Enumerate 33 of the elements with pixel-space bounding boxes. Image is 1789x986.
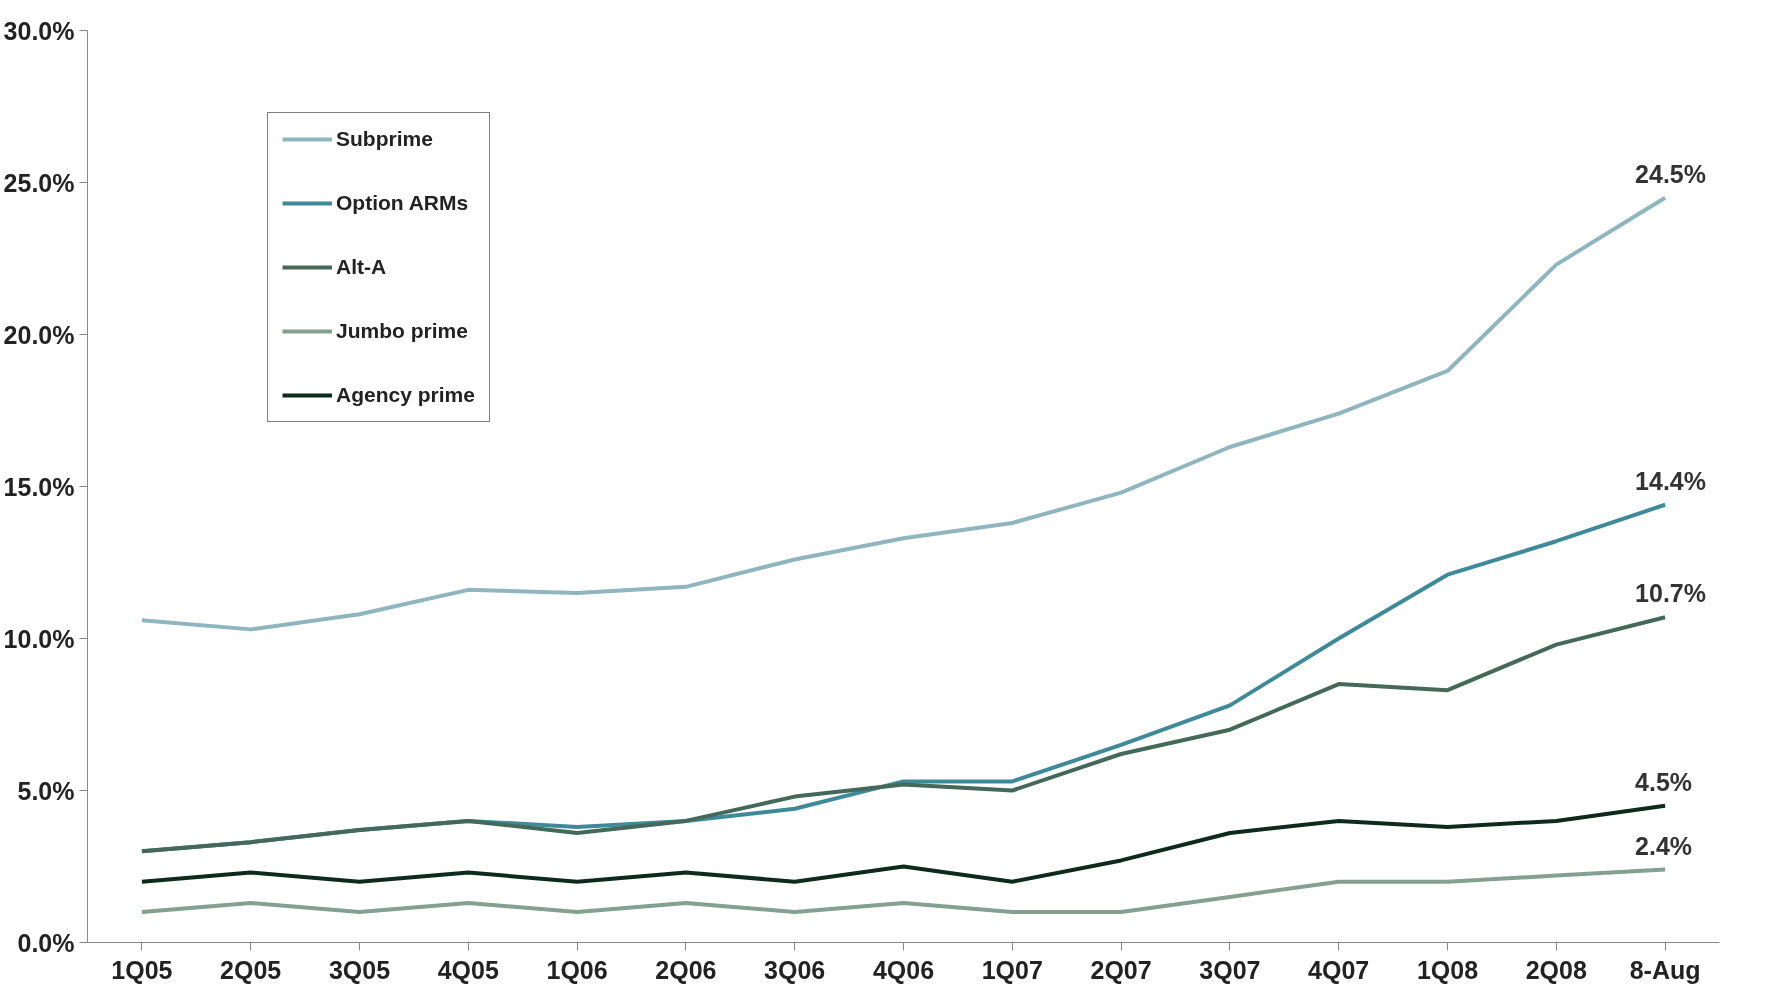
y-tick-label: 0.0% bbox=[17, 928, 75, 957]
x-tick-label: 1Q05 bbox=[111, 955, 173, 984]
y-tick-label: 20.0% bbox=[3, 320, 75, 349]
data-label: 4.5% bbox=[1635, 767, 1693, 796]
x-tick-label: 2Q05 bbox=[220, 955, 282, 984]
x-tick-label: 3Q07 bbox=[1199, 955, 1261, 984]
y-tick-label: 15.0% bbox=[3, 472, 75, 501]
x-tick-label: 4Q05 bbox=[437, 955, 499, 984]
x-tick-label: 1Q08 bbox=[1416, 955, 1479, 984]
legend-label: Option ARMs bbox=[336, 191, 469, 215]
data-label: 24.5% bbox=[1635, 159, 1706, 188]
x-tick-label: 2Q06 bbox=[655, 955, 717, 984]
data-label: 10.7% bbox=[1635, 579, 1706, 608]
x-tick-label: 8-Aug bbox=[1629, 955, 1701, 984]
x-tick-label: 1Q06 bbox=[546, 955, 608, 984]
y-tick-label: 25.0% bbox=[3, 168, 75, 197]
data-label: 2.4% bbox=[1635, 831, 1693, 860]
x-tick-label: 3Q05 bbox=[328, 955, 391, 984]
y-tick-label: 10.0% bbox=[3, 624, 75, 653]
legend-label: Agency prime bbox=[336, 383, 475, 407]
x-tick-label: 2Q08 bbox=[1525, 955, 1587, 984]
y-tick-label: 5.0% bbox=[17, 776, 75, 805]
x-tick-label: 1Q07 bbox=[981, 955, 1043, 984]
y-tick-label: 30.0% bbox=[3, 16, 75, 45]
legend-label: Subprime bbox=[336, 127, 433, 151]
x-tick-label: 4Q07 bbox=[1308, 955, 1370, 984]
data-label: 14.4% bbox=[1635, 466, 1706, 495]
x-tick-label: 2Q07 bbox=[1090, 955, 1152, 984]
x-tick-label: 4Q06 bbox=[872, 955, 935, 984]
legend-label: Alt-A bbox=[336, 255, 387, 279]
legend-label: Jumbo prime bbox=[336, 319, 468, 343]
x-tick-label: 3Q06 bbox=[764, 955, 826, 984]
line-series bbox=[139, 867, 1668, 915]
